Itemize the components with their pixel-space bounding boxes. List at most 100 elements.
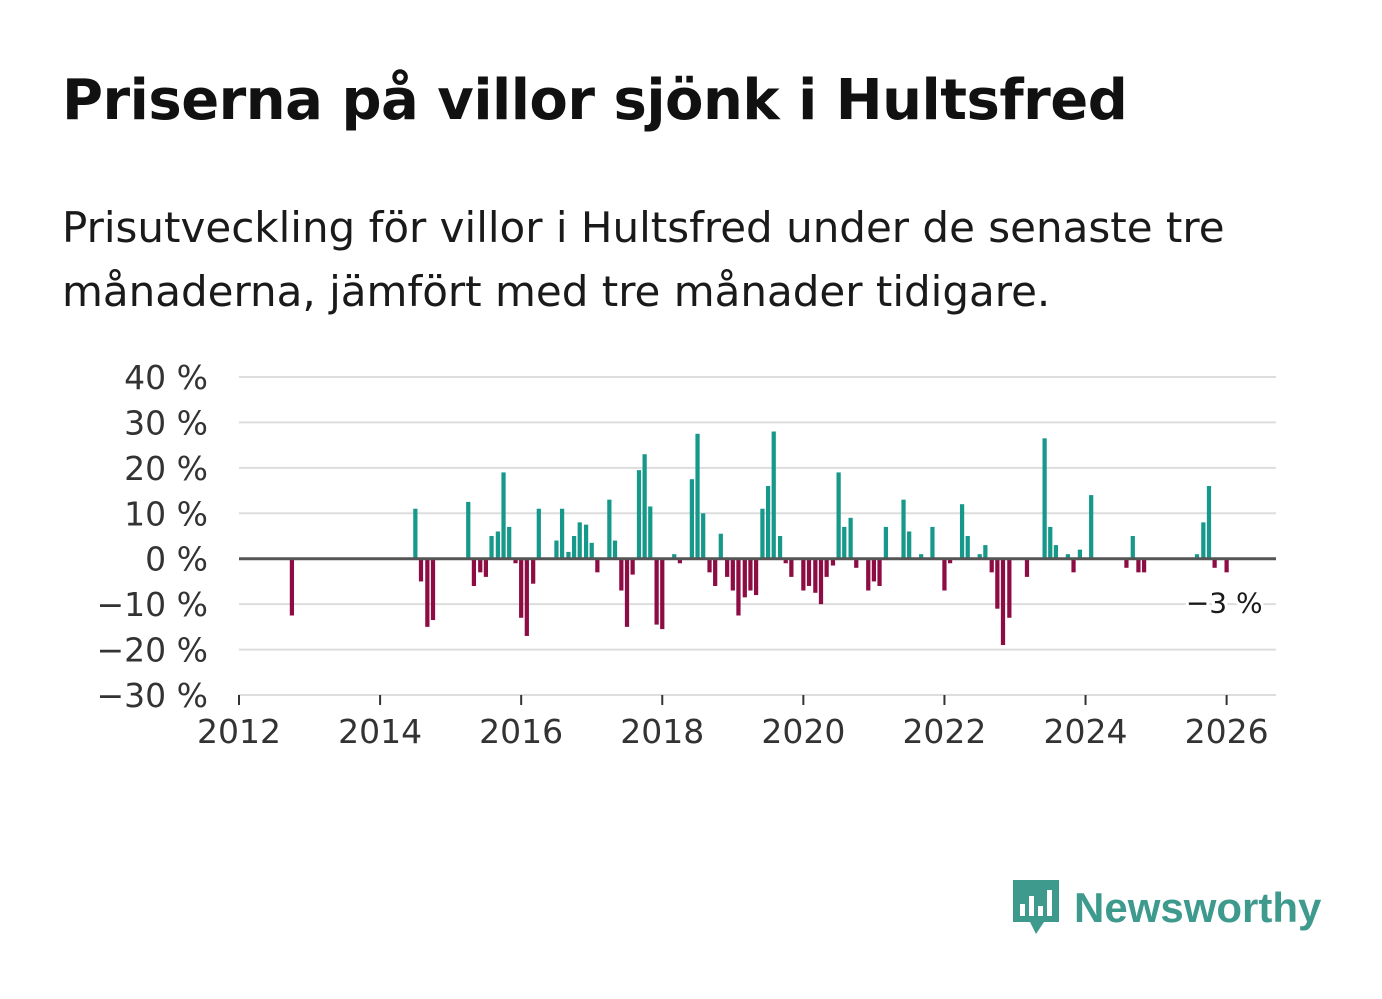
bar bbox=[1048, 526, 1053, 559]
bar bbox=[1024, 558, 1030, 577]
y-axis-labels: 40 % 30 % 20 % 10 % 0 % −10 % −20 % −30 % bbox=[97, 358, 209, 715]
y-tick-label: −30 % bbox=[97, 676, 209, 715]
bar bbox=[701, 513, 706, 559]
bar bbox=[842, 526, 847, 559]
bar bbox=[430, 558, 436, 621]
bar bbox=[636, 470, 642, 559]
bar bbox=[689, 479, 695, 559]
bar bbox=[289, 558, 295, 616]
bar bbox=[1194, 554, 1200, 559]
bar bbox=[524, 558, 529, 636]
y-tick-label: 30 % bbox=[124, 403, 208, 442]
bar bbox=[536, 508, 541, 559]
x-tick-label: 2022 bbox=[902, 712, 986, 751]
bar bbox=[1206, 486, 1212, 559]
x-tick-label: 2026 bbox=[1185, 712, 1269, 751]
bar bbox=[854, 558, 859, 568]
brand-name: Newsworthy bbox=[1074, 884, 1322, 931]
bar-chart: 40 %30 %20 %10 %0 %−10 %−20 %−30 % 2012 2… bbox=[97, 358, 1276, 751]
bar bbox=[718, 533, 723, 559]
bar bbox=[736, 558, 741, 616]
bar bbox=[677, 558, 683, 564]
bar bbox=[619, 558, 624, 591]
bar bbox=[501, 472, 506, 559]
bar bbox=[1089, 495, 1094, 559]
bar bbox=[771, 431, 776, 559]
bar bbox=[947, 558, 953, 564]
newsworthy-logo-icon bbox=[1013, 880, 1059, 934]
bar bbox=[877, 558, 882, 586]
bar bbox=[765, 486, 771, 559]
bar bbox=[483, 558, 489, 577]
bar bbox=[519, 558, 524, 618]
bar bbox=[466, 501, 471, 559]
bar bbox=[495, 531, 501, 559]
bar bbox=[919, 554, 924, 559]
x-tick-label: 2024 bbox=[1044, 712, 1128, 751]
bar bbox=[866, 558, 871, 591]
bar bbox=[760, 508, 765, 559]
bar bbox=[660, 558, 665, 630]
bar bbox=[624, 558, 630, 627]
bars bbox=[289, 431, 1229, 646]
bar bbox=[995, 558, 1000, 609]
bar bbox=[607, 499, 612, 559]
bar bbox=[612, 540, 618, 559]
bar bbox=[1007, 558, 1012, 618]
bar bbox=[901, 499, 906, 559]
y-tick-label: −10 % bbox=[97, 585, 209, 624]
bar bbox=[413, 508, 418, 559]
x-tick-label: 2020 bbox=[761, 712, 845, 751]
bar bbox=[930, 526, 935, 559]
x-axis: 2012 2014 2016 2018 2020 2022 2024 2026 bbox=[197, 557, 1276, 751]
bar bbox=[577, 522, 582, 559]
bar bbox=[1224, 558, 1229, 573]
bar bbox=[883, 526, 889, 559]
bar bbox=[1065, 554, 1071, 559]
y-tick-label: 0 % bbox=[145, 540, 208, 579]
y-tick-label: 10 % bbox=[124, 494, 208, 533]
bar bbox=[1201, 522, 1206, 559]
y-tick-label: −20 % bbox=[97, 631, 209, 670]
bar bbox=[983, 545, 988, 559]
bar bbox=[989, 558, 994, 573]
x-tick-label: 2014 bbox=[338, 712, 422, 751]
bar bbox=[1124, 558, 1129, 568]
bar bbox=[513, 558, 518, 564]
bar bbox=[648, 506, 653, 559]
bar bbox=[965, 536, 970, 559]
bar bbox=[630, 558, 635, 575]
bar bbox=[489, 536, 494, 559]
bar bbox=[1212, 558, 1217, 568]
bar bbox=[571, 536, 577, 559]
bar bbox=[730, 558, 735, 591]
bar bbox=[871, 558, 877, 582]
bar bbox=[848, 517, 853, 559]
x-tick-label: 2012 bbox=[197, 712, 281, 751]
bar bbox=[725, 558, 730, 577]
bar bbox=[554, 540, 559, 559]
bar bbox=[566, 551, 571, 559]
bar bbox=[478, 558, 483, 573]
grid-lines bbox=[239, 376, 1276, 696]
bar bbox=[559, 508, 565, 559]
bar bbox=[583, 524, 589, 559]
bar bbox=[748, 558, 753, 591]
bar bbox=[1136, 558, 1141, 573]
bar bbox=[977, 554, 982, 559]
brand: Newsworthy bbox=[1010, 878, 1321, 938]
bar bbox=[836, 472, 841, 559]
bar bbox=[595, 558, 600, 573]
bar bbox=[824, 558, 829, 577]
bar bbox=[1053, 545, 1059, 559]
bar bbox=[742, 558, 747, 598]
bar bbox=[942, 558, 947, 591]
bar bbox=[806, 558, 812, 586]
bar bbox=[813, 558, 818, 593]
bar bbox=[425, 558, 430, 627]
bar bbox=[1042, 438, 1047, 559]
bar bbox=[713, 558, 718, 586]
bar bbox=[471, 558, 477, 586]
x-tick-label: 2016 bbox=[479, 712, 563, 751]
bar bbox=[531, 558, 536, 584]
